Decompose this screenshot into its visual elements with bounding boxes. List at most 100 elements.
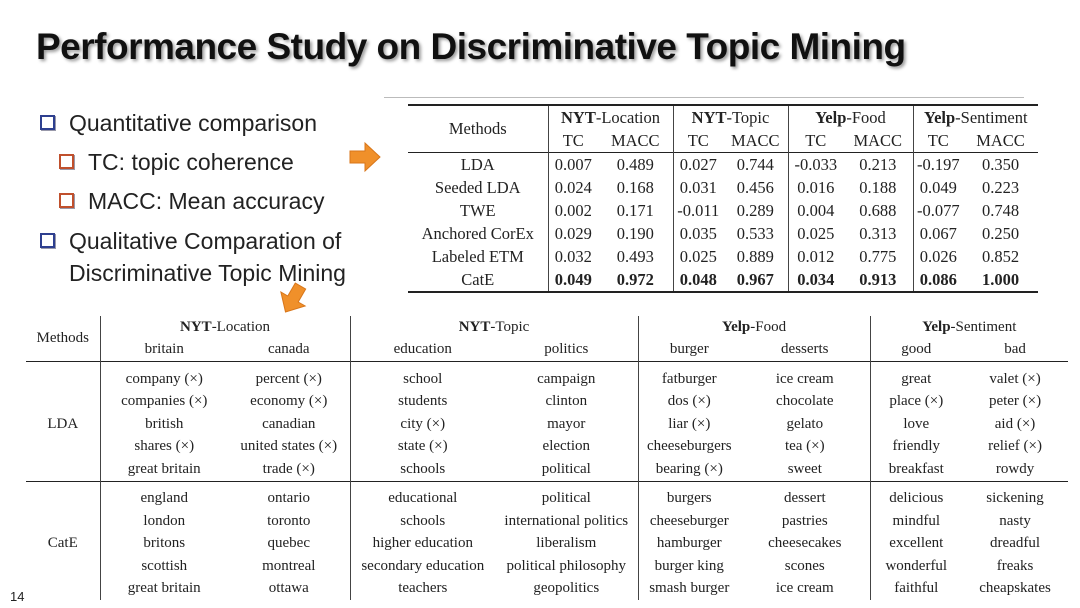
value-cell: 0.188 xyxy=(859,177,897,197)
page-number: 14 xyxy=(10,589,25,604)
table-row: britons quebec higher education liberalism h… xyxy=(26,532,1068,555)
value-cell: 0.002 xyxy=(547,199,598,222)
method-label: LDA xyxy=(47,415,79,432)
term-cell: company (×) xyxy=(99,368,228,391)
term-cell: mayor xyxy=(547,415,586,432)
category-header: politics xyxy=(544,341,589,358)
term-cell: chocolate xyxy=(776,393,834,410)
orange-arrow-icon xyxy=(349,141,381,173)
term-cell: united states (×) xyxy=(240,438,338,455)
quantitative-table: Methods NYT-Location NYT-Topic Yelp-Food… xyxy=(408,104,1039,293)
term-cell: cheeseburgers xyxy=(637,435,741,458)
term-cell: montreal xyxy=(262,557,316,574)
value-cell: 0.031 xyxy=(672,176,724,199)
term-cell: political xyxy=(541,460,591,477)
value-cell: 0.049 xyxy=(912,176,964,199)
term-cell: dos (×) xyxy=(637,390,741,413)
category-header: desserts xyxy=(781,341,829,358)
term-cell: geopolitics xyxy=(533,580,600,597)
term-cell: excellent xyxy=(869,532,963,555)
value-cell: -0.011 xyxy=(672,199,724,222)
term-cell: fatburger xyxy=(637,368,741,391)
group-header: Yelp-Sentiment xyxy=(912,104,1039,129)
value-cell: 0.250 xyxy=(981,223,1020,243)
value-cell: 0.313 xyxy=(859,223,897,243)
term-cell: great britain xyxy=(99,577,228,600)
value-cell: 0.744 xyxy=(723,152,789,176)
value-cell: 0.025 xyxy=(672,245,724,268)
bullet-qualitative: Qualitative Comparation of xyxy=(40,228,341,255)
sub-header: MACC xyxy=(610,130,660,150)
square-bullet-icon xyxy=(59,154,74,169)
value-cell: 0.913 xyxy=(843,268,914,293)
value-cell: 0.456 xyxy=(736,177,774,197)
method-label: CatE xyxy=(47,535,78,552)
term-cell: international politics xyxy=(504,512,629,529)
term-cell: political philosophy xyxy=(506,557,627,574)
slide-title: Performance Study on Discriminative Topi… xyxy=(36,26,906,67)
table-row: LDA company (×) percent (×) school campaign f… xyxy=(26,368,1068,432)
term-cell: place (×) xyxy=(869,390,963,413)
value-cell: 0.024 xyxy=(547,176,598,199)
value-cell: -0.077 xyxy=(912,199,964,222)
value-cell: 0.012 xyxy=(787,245,844,268)
term-cell: peter (×) xyxy=(988,393,1042,410)
term-cell: companies (×) xyxy=(99,390,228,413)
table-row: Anchored CorEx 0.029 0.190 0.035 0.533 0.025 0… xyxy=(408,222,1038,245)
orange-arrow-down-icon xyxy=(280,282,307,313)
table-row: LDA 0.007 0.489 0.027 0.744 -0.033 0.213 -0.197… xyxy=(408,152,1039,176)
term-cell: educational xyxy=(349,487,496,510)
category-header: bad xyxy=(1004,341,1026,358)
bullet-qualitative-cont: Discriminative Topic Mining xyxy=(69,260,346,286)
value-cell: 0.889 xyxy=(736,246,774,266)
category-header: burger xyxy=(637,338,741,362)
methods-header: Methods xyxy=(408,104,548,153)
table-row: companies (×) economy (×) students clinton d… xyxy=(26,390,1068,413)
value-cell: 0.967 xyxy=(723,268,789,293)
term-cell: great britain xyxy=(99,458,228,481)
term-cell: cheapskates xyxy=(979,580,1051,597)
sub-header: MACC xyxy=(976,130,1025,150)
methods-header: Methods xyxy=(36,330,90,346)
table-row: TWE 0.002 0.171 -0.011 0.289 0.004 0.688 -0.077… xyxy=(408,199,1038,222)
term-cell: state (×) xyxy=(349,435,496,458)
term-cell: hamburger xyxy=(637,532,741,555)
term-cell: dreadful xyxy=(990,535,1041,552)
method-cell: TWE xyxy=(459,200,496,220)
square-bullet-icon xyxy=(40,115,55,130)
term-cell: burgers xyxy=(637,487,741,510)
table-row: scottish montreal secondary education polit… xyxy=(26,555,1068,578)
bullet-tc: TC: topic coherence xyxy=(59,149,294,176)
term-cell: rowdy xyxy=(995,460,1035,477)
term-cell: dessert xyxy=(783,490,826,507)
term-cell: ice cream xyxy=(775,370,834,387)
method-cell: LDA xyxy=(408,152,548,176)
table-row: great britain ottawa teachers geopolitics sm… xyxy=(26,577,1068,600)
table-row: great britain trade (×) schools political be… xyxy=(26,458,1068,481)
term-cell: clinton xyxy=(545,393,588,410)
term-cell: valet (×) xyxy=(989,370,1041,387)
term-cell: political xyxy=(541,490,591,507)
group-header: Yelp-Food xyxy=(637,316,871,339)
value-cell: 0.027 xyxy=(672,152,724,176)
term-cell: faithful xyxy=(869,577,963,600)
value-cell: 0.748 xyxy=(981,200,1020,220)
group-header: Yelp-Sentiment xyxy=(869,316,1069,339)
term-cell: relief (×) xyxy=(988,438,1042,455)
term-cell: gelato xyxy=(786,415,824,432)
term-cell: delicious xyxy=(869,487,963,510)
term-cell: election xyxy=(542,438,591,455)
term-cell: breakfast xyxy=(869,458,963,481)
value-cell: 1.000 xyxy=(963,268,1039,293)
value-cell: 0.213 xyxy=(843,152,914,176)
term-cell: schools xyxy=(349,510,496,533)
term-cell: scones xyxy=(784,557,825,574)
value-cell: 0.852 xyxy=(981,246,1020,266)
term-cell: cheesecakes xyxy=(768,535,842,552)
sub-header: TC xyxy=(672,129,724,153)
value-cell: 0.289 xyxy=(736,200,774,220)
category-header: canada xyxy=(267,341,310,358)
table-row: CatE 0.049 0.972 0.048 0.967 0.034 0.913 0.086 1… xyxy=(408,268,1039,293)
term-cell: economy (×) xyxy=(250,393,328,410)
value-cell: 0.350 xyxy=(963,152,1039,176)
